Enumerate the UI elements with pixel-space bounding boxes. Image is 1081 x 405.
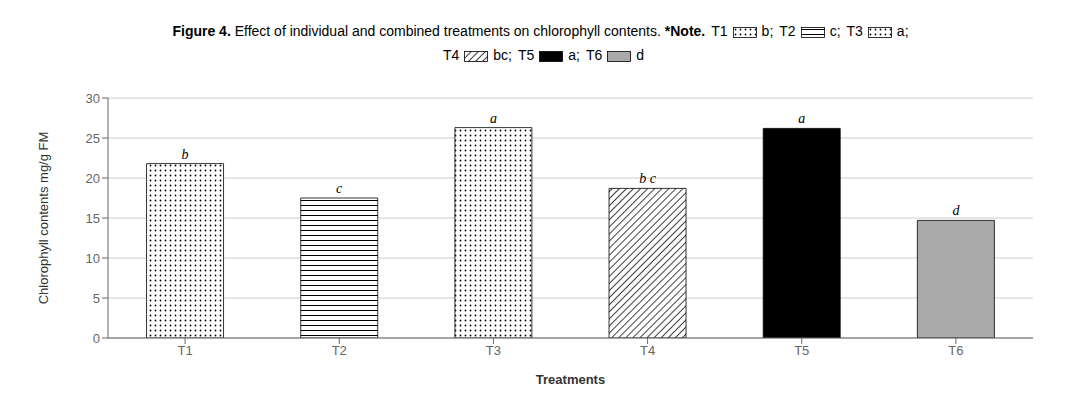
svg-text:d: d bbox=[952, 203, 960, 218]
html-text:a;: a; bbox=[896, 23, 909, 39]
html-text:T4: T4 bbox=[442, 47, 460, 63]
svg-text:5: 5 bbox=[93, 291, 100, 306]
svg-text:T5: T5 bbox=[794, 343, 809, 358]
svg-text:25: 25 bbox=[86, 131, 100, 146]
html-text:d: d bbox=[636, 47, 645, 63]
svg-text:b: b bbox=[182, 147, 189, 162]
html-text:a;: a; bbox=[568, 47, 580, 63]
svg-text:20: 20 bbox=[86, 171, 100, 186]
svg-text:a: a bbox=[798, 111, 805, 126]
svg-text:c: c bbox=[336, 181, 343, 196]
svg-text:b c: b c bbox=[639, 171, 657, 186]
svg-text:T6: T6 bbox=[948, 343, 963, 358]
svg-text:T4: T4 bbox=[640, 343, 655, 358]
html-text:Figure 4. Effect of individual: Figure 4. Effect of individual and combi… bbox=[172, 23, 728, 39]
svg-text:0: 0 bbox=[93, 331, 100, 346]
svg-text:10: 10 bbox=[86, 251, 100, 266]
svg-text:T1: T1 bbox=[177, 343, 192, 358]
svg-text:T3: T3 bbox=[486, 343, 501, 358]
html-text:b; T2: b; T2 bbox=[761, 23, 796, 39]
svg-text:T2: T2 bbox=[332, 343, 347, 358]
html-text:c; T3: c; T3 bbox=[829, 23, 863, 39]
svg-text:Treatments: Treatments bbox=[536, 372, 605, 387]
html-text:T6: T6 bbox=[586, 47, 603, 63]
svg-text:Chlorophyll contents mg/g FM: Chlorophyll contents mg/g FM bbox=[36, 132, 51, 305]
svg-text:a: a bbox=[490, 111, 497, 126]
html-text:bc; T5: bc; T5 bbox=[493, 47, 535, 63]
svg-text:15: 15 bbox=[86, 211, 100, 226]
svg-text:30: 30 bbox=[86, 91, 100, 106]
